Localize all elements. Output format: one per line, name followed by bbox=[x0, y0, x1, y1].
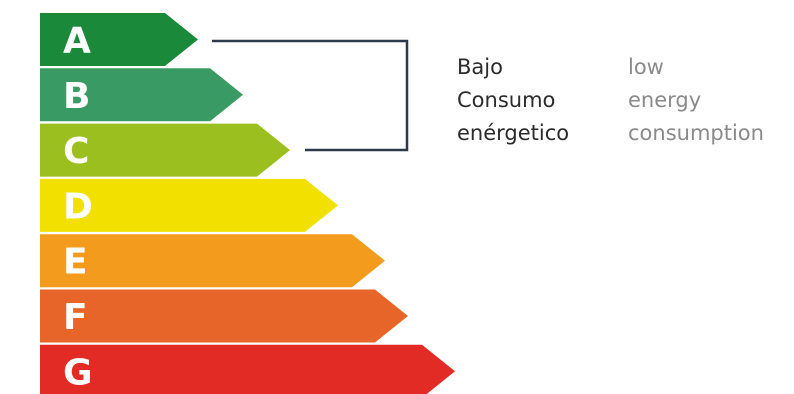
rating-letter-c: C bbox=[63, 131, 89, 172]
caption-english-line-1: low bbox=[628, 51, 764, 84]
caption-spanish-line-3: enérgetico bbox=[457, 117, 569, 150]
caption-english-line-3: consumption bbox=[628, 117, 764, 150]
rating-bar-f bbox=[40, 290, 408, 343]
caption-spanish-line-1: Bajo bbox=[457, 51, 569, 84]
rating-letter-g: G bbox=[63, 352, 93, 393]
caption-spanish-line-2: Consumo bbox=[457, 84, 569, 117]
rating-letter-a: A bbox=[63, 21, 91, 62]
rating-letter-b: B bbox=[63, 76, 90, 117]
rating-letter-e: E bbox=[63, 242, 88, 283]
rating-letter-f: F bbox=[63, 297, 88, 338]
caption-english-line-2: energy bbox=[628, 84, 764, 117]
rating-bar-e bbox=[40, 234, 385, 287]
caption-english: low energy consumption bbox=[628, 51, 764, 150]
rating-bar-g bbox=[40, 345, 455, 394]
rating-letter-d: D bbox=[63, 186, 93, 227]
caption-spanish: Bajo Consumo enérgetico bbox=[457, 51, 569, 150]
